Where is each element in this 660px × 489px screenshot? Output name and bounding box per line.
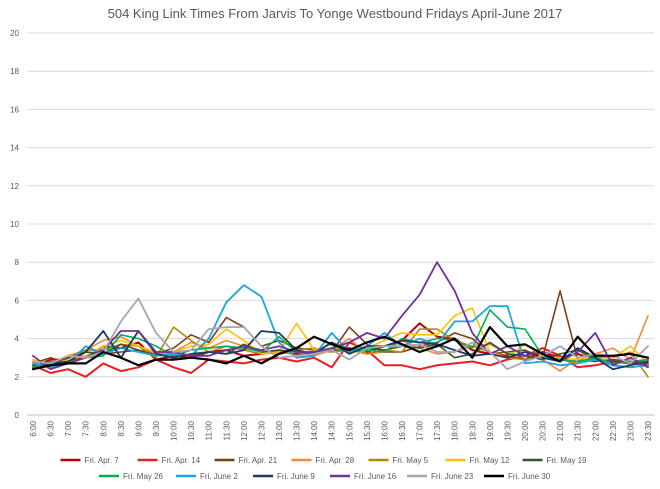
x-tick-label: 22:00 [591, 420, 600, 441]
legend-label: Fri. Apr. 21 [239, 456, 278, 465]
x-tick-label: 22:30 [609, 420, 618, 441]
x-tick-label: 10:30 [187, 420, 196, 441]
series-lines [31, 261, 650, 378]
x-tick-label: 17:30 [433, 420, 442, 441]
x-tick-label: 15:30 [363, 420, 372, 441]
series-line [32, 309, 649, 369]
y-axis-ticks: 0 2 4 6 8 10 12 14 16 18 20 [10, 29, 19, 420]
x-tick-label: 12:00 [240, 420, 249, 441]
x-tick-label: 15:00 [345, 420, 354, 441]
legend-label: Fri. June 2 [200, 472, 238, 481]
y-tick-label: 10 [10, 220, 19, 229]
x-tick-label: 7:30 [82, 420, 91, 436]
chart-title: 504 King Link Times From Jarvis To Yonge… [108, 6, 563, 21]
legend-label: Fri. Apr. 28 [316, 456, 355, 465]
series-line [32, 290, 649, 365]
y-tick-label: 8 [15, 258, 20, 267]
x-tick-label: 6:00 [29, 420, 38, 436]
legend-label: Fri. Apr. 7 [85, 456, 120, 465]
x-tick-label: 16:00 [380, 420, 389, 441]
series-line [32, 284, 649, 369]
legend-label: Fri. June 9 [277, 472, 315, 481]
x-tick-label: 14:30 [328, 420, 337, 441]
y-tick-label: 4 [15, 335, 20, 344]
x-tick-label: 11:00 [205, 420, 214, 440]
x-tick-label: 20:00 [521, 420, 530, 441]
y-tick-label: 6 [15, 296, 20, 305]
x-axis-ticks: 6:00 6:30 7:00 7:30 8:00 8:30 9:00 9:30 10:00 10:… [29, 420, 653, 441]
legend-label: Fri. June 30 [508, 472, 551, 481]
x-tick-label: 23:30 [644, 420, 653, 441]
x-tick-label: 14:00 [310, 420, 319, 441]
x-tick-label: 9:30 [152, 420, 161, 436]
y-tick-label: 12 [10, 182, 19, 191]
legend: Fri. Apr. 7 Fri. Apr. 14 Fri. Apr. 21 Fri. … [60, 456, 588, 481]
legend-label: Fri. May 26 [123, 472, 164, 481]
y-tick-label: 2 [15, 373, 20, 382]
x-tick-label: 16:30 [398, 420, 407, 441]
legend-label: Fri. June 23 [431, 472, 474, 481]
x-tick-label: 8:00 [99, 420, 108, 436]
series-line [31, 326, 650, 371]
x-tick-label: 10:00 [170, 420, 179, 441]
legend-label: Fri. June 16 [354, 472, 397, 481]
x-tick-label: 12:30 [257, 420, 266, 441]
legend-label: Fri. Apr. 14 [162, 456, 201, 465]
y-tick-label: 20 [10, 29, 19, 38]
x-tick-label: 23:00 [626, 420, 635, 441]
x-tick-label: 18:00 [451, 420, 460, 441]
x-tick-label: 18:30 [468, 420, 477, 441]
y-tick-label: 0 [15, 411, 20, 420]
x-tick-label: 21:00 [556, 420, 565, 441]
x-tick-label: 9:00 [134, 420, 143, 436]
legend-label: Fri. May 12 [470, 456, 511, 465]
x-tick-label: 13:00 [275, 420, 284, 441]
y-tick-label: 18 [10, 67, 19, 76]
x-tick-label: 7:00 [64, 420, 73, 436]
y-tick-label: 16 [10, 105, 19, 114]
gridlines [27, 32, 654, 416]
x-tick-label: 20:30 [539, 420, 548, 441]
legend-label: Fri. May 5 [393, 456, 429, 465]
x-tick-label: 19:00 [486, 420, 495, 441]
x-tick-label: 19:30 [503, 420, 512, 441]
x-tick-label: 13:30 [293, 420, 302, 441]
x-tick-label: 11:30 [222, 420, 231, 440]
y-tick-label: 14 [10, 144, 19, 153]
x-tick-label: 6:30 [47, 420, 56, 436]
x-tick-label: 17:00 [416, 420, 425, 441]
legend-label: Fri. May 19 [547, 456, 588, 465]
x-tick-label: 21:30 [574, 420, 583, 441]
x-tick-label: 8:30 [117, 420, 126, 436]
